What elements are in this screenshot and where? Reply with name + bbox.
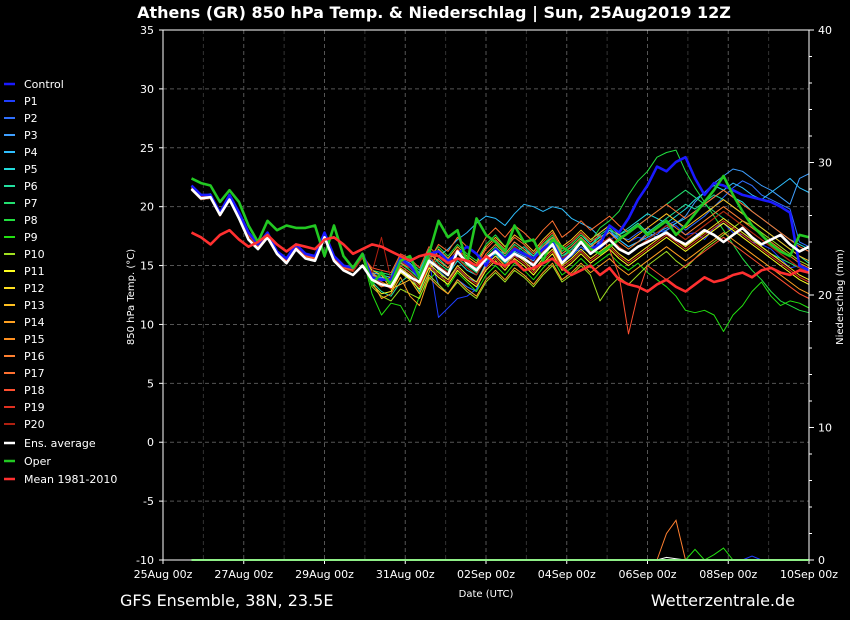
legend-label: P10 (24, 248, 45, 261)
legend-label: P13 (24, 299, 45, 312)
y-right-tick-label: 40 (818, 24, 832, 37)
x-tick-label: 25Aug 00z (134, 568, 193, 581)
y-tick-label: -10 (136, 554, 154, 567)
y-tick-label: 35 (140, 24, 154, 37)
legend-label: P15 (24, 333, 45, 346)
x-tick-label: 29Aug 00z (295, 568, 354, 581)
legend-label: P17 (24, 367, 45, 380)
legend-label: P6 (24, 180, 38, 193)
legend-label: P2 (24, 112, 38, 125)
legend-label: Oper (24, 455, 51, 468)
series-line-oper (190, 174, 810, 286)
y-tick-label: -5 (143, 495, 154, 508)
x-tick-label: 04Sep 00z (538, 568, 596, 581)
series-line-ens-average (190, 188, 810, 289)
legend-label: P4 (24, 146, 38, 159)
x-tick-label: 27Aug 00z (214, 568, 273, 581)
chart-title: Athens (GR) 850 hPa Temp. & Niederschlag… (137, 3, 731, 23)
y-tick-label: 30 (140, 83, 154, 96)
x-tick-label: 06Sep 00z (619, 568, 677, 581)
legend-label: Ens. average (24, 437, 96, 450)
legend-label: P1 (24, 95, 38, 108)
legend-label: P12 (24, 282, 45, 295)
x-tick-label: 08Sep 00z (699, 568, 757, 581)
y-right-tick-label: 20 (818, 289, 832, 302)
series-line-mean-1981-2010 (190, 228, 810, 293)
model-location-label: GFS Ensemble, 38N, 23.5E (120, 591, 333, 610)
legend-label: P16 (24, 350, 45, 363)
y-tick-label: 5 (147, 377, 154, 390)
x-tick-label: 10Sep 00z (780, 568, 838, 581)
legend-label: P3 (24, 129, 38, 142)
legend-label: P9 (24, 231, 38, 244)
legend-label: P19 (24, 401, 45, 414)
x-tick-label: 31Aug 00z (376, 568, 435, 581)
x-tick-label: 02Sep 00z (457, 568, 515, 581)
precip-line-p9 (685, 547, 734, 561)
y-right-tick-label: 30 (818, 157, 832, 170)
legend-label: P8 (24, 214, 38, 227)
legend-label: P14 (24, 316, 45, 329)
y-tick-label: 15 (140, 260, 154, 273)
legend: Control P1 P2 P3 P4 P5 P6 P7 P8 P9 P10 P11 P12 P13 P14… (4, 78, 117, 486)
legend-label: P20 (24, 418, 45, 431)
legend-label: P18 (24, 384, 45, 397)
y-axis-right-label: Niederschlag (mm) (835, 249, 846, 345)
legend-label: P5 (24, 163, 38, 176)
axis-ticks: 25Aug 00z 27Aug 00z 29Aug 00z 31Aug 00z 02Se… (134, 24, 839, 581)
legend-label: P7 (24, 197, 38, 210)
y-tick-label: 25 (140, 142, 154, 155)
legend-label: P11 (24, 265, 45, 278)
y-tick-label: 10 (140, 318, 154, 331)
y-right-tick-label: 10 (818, 422, 832, 435)
y-tick-label: 0 (147, 436, 154, 449)
plot-frame (162, 29, 810, 561)
y-tick-label: 20 (140, 201, 154, 214)
source-label: Wetterzentrale.de (651, 591, 795, 610)
y-right-tick-label: 0 (818, 554, 825, 567)
legend-label: Mean 1981-2010 (24, 473, 117, 486)
x-axis-label: Date (UTC) (459, 589, 514, 600)
y-axis-label: 850 hPa Temp. (°C) (126, 249, 137, 345)
precip-line-p1 (742, 555, 762, 561)
legend-label: Control (24, 78, 64, 91)
